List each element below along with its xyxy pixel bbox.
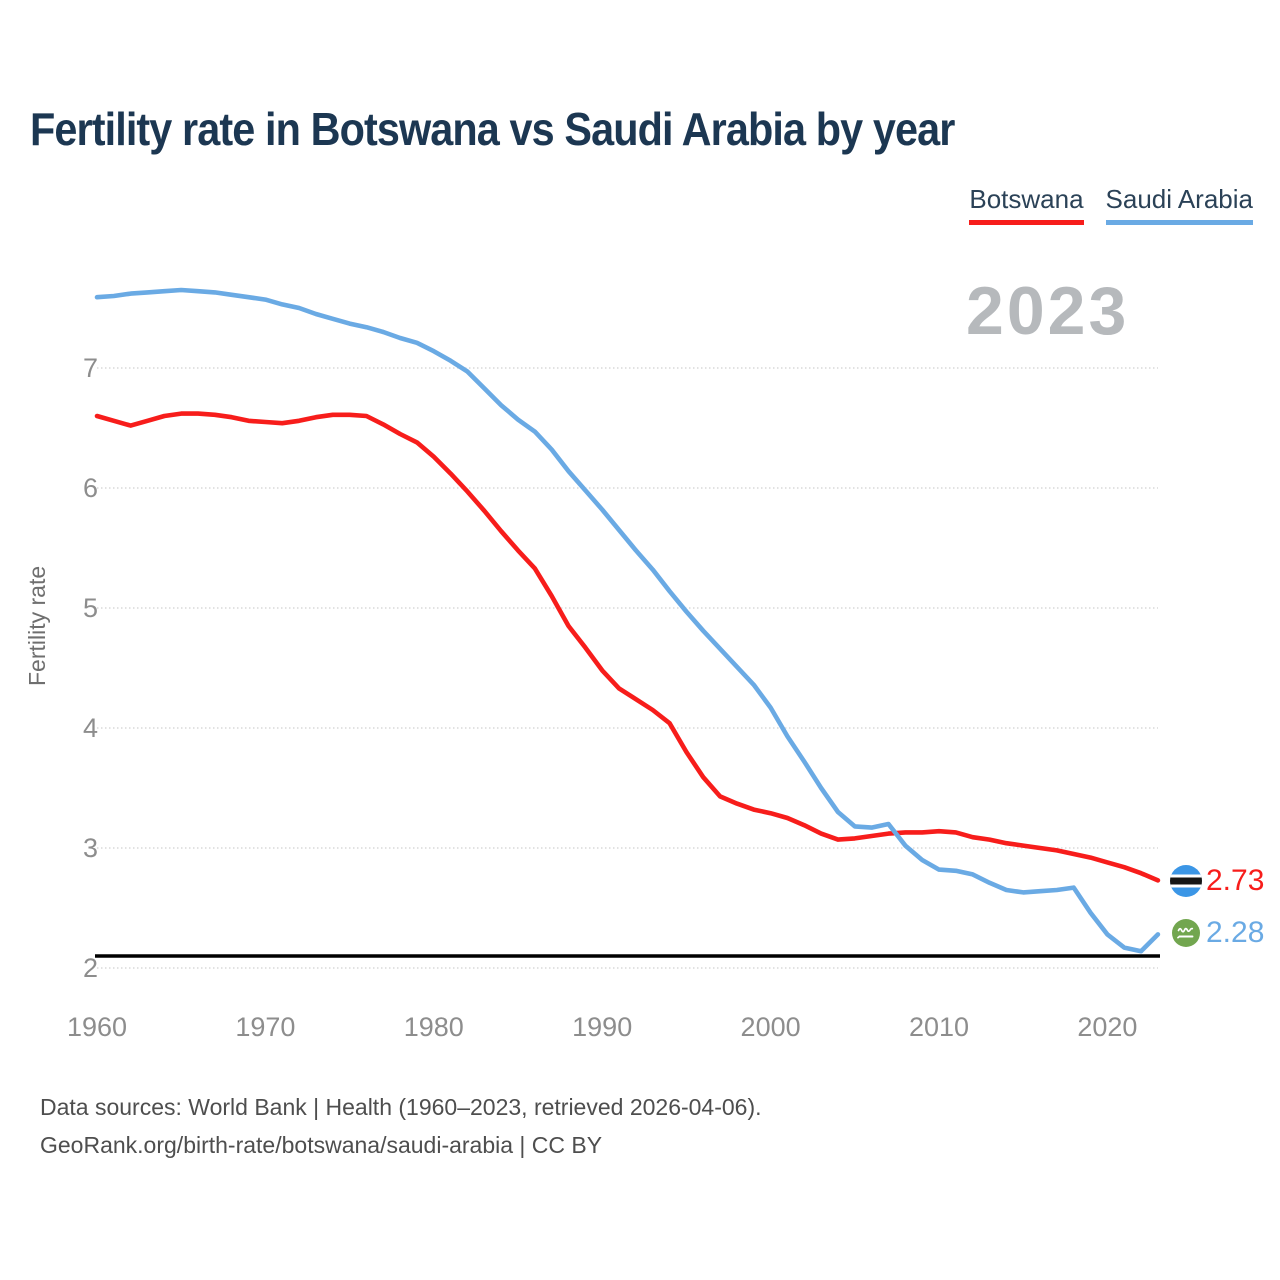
end-value-botswana: 2.73 bbox=[1206, 864, 1265, 897]
chart-title: Fertility rate in Botswana vs Saudi Arab… bbox=[30, 103, 955, 155]
y-tick-label: 7 bbox=[82, 353, 98, 383]
y-tick-label: 5 bbox=[82, 593, 98, 623]
y-tick-label: 6 bbox=[82, 473, 98, 503]
footer-sources-line: Data sources: World Bank | Health (1960–… bbox=[40, 1094, 762, 1120]
x-tick-label: 2020 bbox=[1077, 1012, 1138, 1042]
x-tick-label: 1960 bbox=[66, 1012, 128, 1042]
saudi-arabia-flag-icon bbox=[1172, 919, 1200, 947]
x-tick-label: 2000 bbox=[740, 1012, 801, 1042]
footer: Data sources: World Bank | Health (1960–… bbox=[40, 1088, 762, 1164]
x-tick-label: 1980 bbox=[403, 1012, 464, 1042]
x-tick-label: 1990 bbox=[572, 1012, 633, 1042]
footer-attribution-line: GeoRank.org/birth-rate/botswana/saudi-ar… bbox=[40, 1132, 603, 1158]
x-tick-label: 2010 bbox=[908, 1012, 970, 1042]
y-tick-label: 4 bbox=[82, 713, 98, 743]
x-tick-label: 1970 bbox=[235, 1012, 296, 1042]
botswana-line bbox=[94, 411, 1161, 883]
legend: Botswana Saudi Arabia bbox=[969, 184, 1253, 225]
end-value-saudi-arabia: 2.28 bbox=[1206, 916, 1265, 949]
legend-item-saudi-arabia[interactable]: Saudi Arabia bbox=[1105, 184, 1253, 225]
y-tick-label: 3 bbox=[82, 833, 98, 863]
saudi-arabia-line bbox=[94, 287, 1161, 954]
y-tick-label: 2 bbox=[82, 953, 98, 983]
watermark-year: 2023 bbox=[966, 273, 1130, 349]
botswana-flag-icon bbox=[1170, 865, 1202, 897]
legend-item-botswana[interactable]: Botswana bbox=[969, 184, 1084, 225]
